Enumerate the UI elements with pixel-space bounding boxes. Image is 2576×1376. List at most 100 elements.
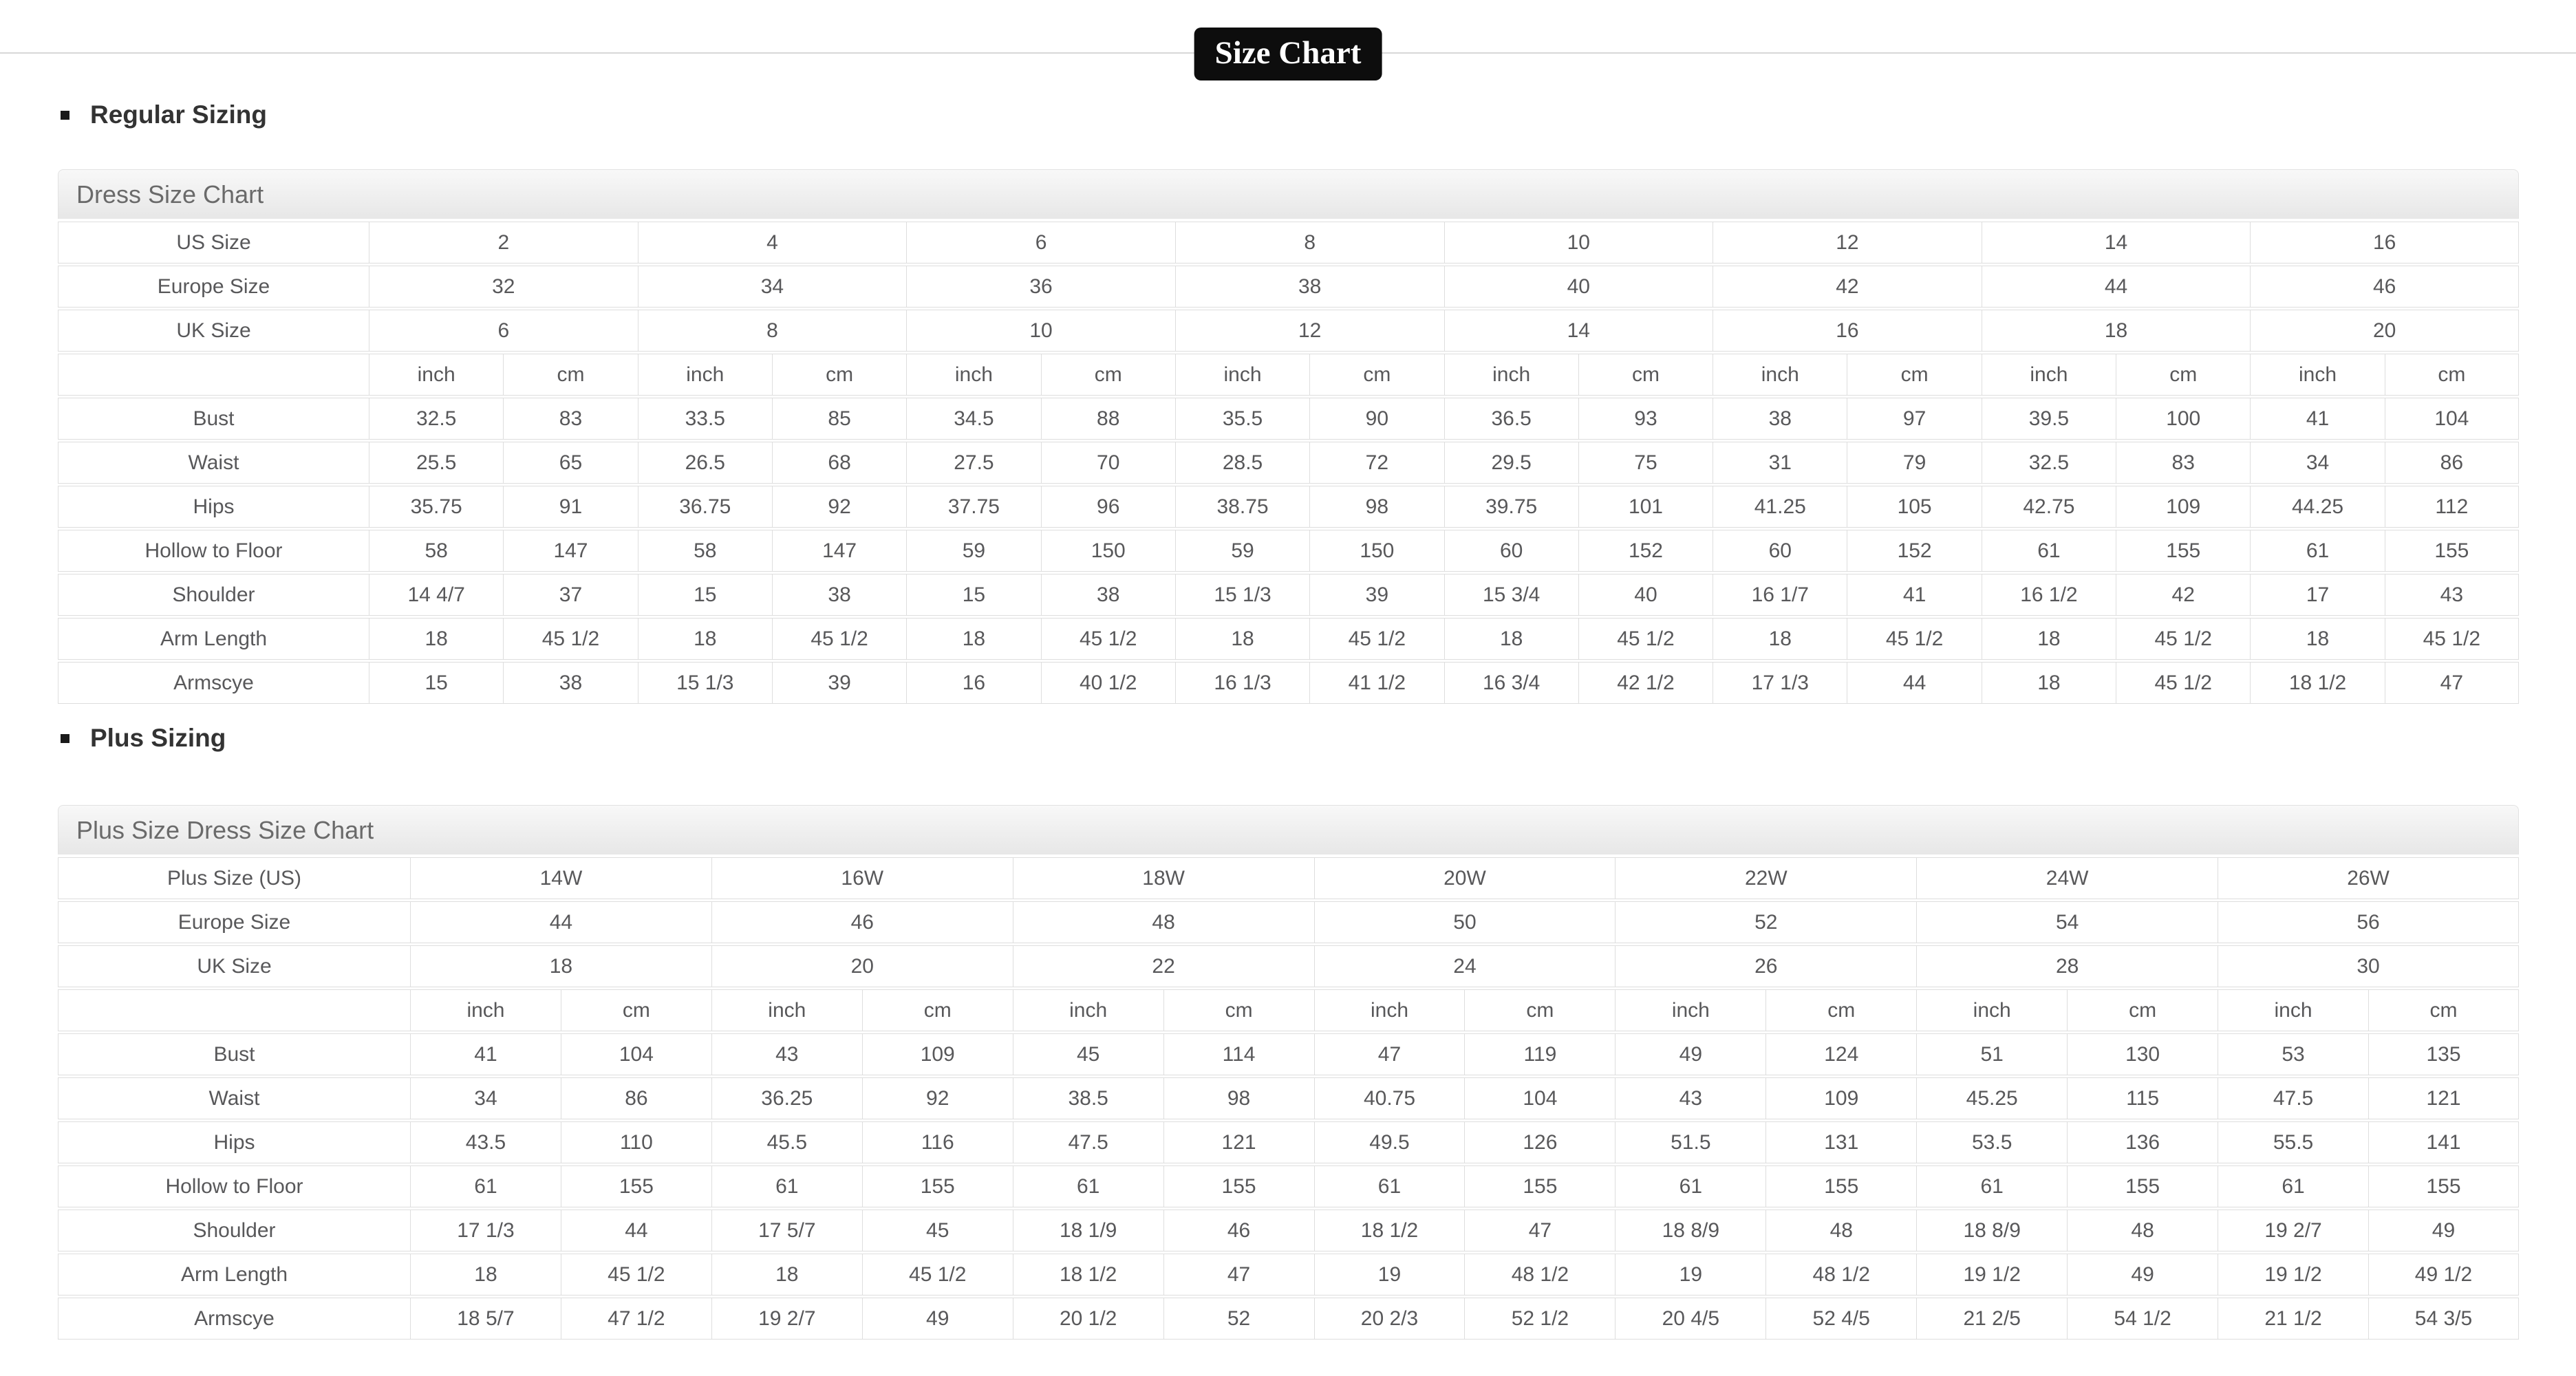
measure-cell: 52 (1163, 1298, 1314, 1340)
measure-cell: 20 4/5 (1615, 1298, 1766, 1340)
measure-cell: 18 1/2 (2250, 662, 2385, 704)
measure-cell: 38.5 (1012, 1077, 1163, 1119)
size-row: Europe Size 44 46 48 50 52 54 56 (58, 901, 2519, 943)
measure-cell: 47.5 (1012, 1121, 1163, 1163)
row-label: Bust (58, 1033, 410, 1075)
measure-cell: 19 1/2 (2218, 1254, 2368, 1296)
size-cell: 8 (1174, 222, 1444, 264)
row-label: Hollow to Floor (58, 530, 369, 572)
size-cell: 12 (1174, 310, 1444, 352)
measure-cell: 45.5 (711, 1121, 862, 1163)
measure-cell: 34 (2250, 442, 2385, 484)
measure-cell: 34.5 (906, 398, 1041, 440)
size-cell: 14 (1443, 310, 1713, 352)
measure-cell: 36.5 (1443, 398, 1578, 440)
measure-cell: 19 (1313, 1254, 1465, 1296)
measure-cell: 105 (1847, 486, 1982, 528)
size-cell: 14W (410, 857, 711, 899)
measure-cell: 15 (637, 574, 772, 616)
measure-cell: 20 2/3 (1313, 1298, 1465, 1340)
measure-cell: 38 (1713, 398, 1847, 440)
measure-cell: 135 (2368, 1033, 2519, 1075)
measure-cell: 34 (410, 1077, 561, 1119)
measure-cell: 15 3/4 (1443, 574, 1578, 616)
measure-cell: 155 (2384, 530, 2519, 572)
measure-cell: 35.75 (369, 486, 504, 528)
size-cell: 22 (1012, 945, 1314, 987)
measure-cell: 59 (1174, 530, 1310, 572)
measure-cell: 49 (1615, 1033, 1766, 1075)
measure-cell: 18 (369, 618, 504, 660)
unit-inch-label: inch (1313, 989, 1465, 1031)
size-cell: 34 (637, 266, 907, 308)
measure-cell: 97 (1847, 398, 1982, 440)
unit-inch-label: inch (1916, 989, 2068, 1031)
measure-cell: 18 (711, 1254, 862, 1296)
measure-cell: 15 1/3 (637, 662, 772, 704)
unit-cm-label: cm (2067, 989, 2218, 1031)
row-label: UK Size (58, 310, 369, 352)
measure-cell: 155 (1765, 1165, 1917, 1207)
measure-cell: 114 (1163, 1033, 1314, 1075)
measure-row: Armscye 18 5/7 47 1/2 19 2/7 49 20 1/2 52 20 2/… (58, 1298, 2519, 1340)
page-title-badge: Size Chart (1194, 28, 1382, 80)
measure-cell: 91 (503, 486, 638, 528)
unit-inch-label: inch (2218, 989, 2368, 1031)
size-cell: 50 (1313, 901, 1616, 943)
row-label: Hips (58, 486, 369, 528)
measure-cell: 25.5 (369, 442, 504, 484)
measure-cell: 48 1/2 (1464, 1254, 1616, 1296)
measure-row: Hips 43.5 110 45.5 116 47.5 121 49.5 126 51.5 131 5… (58, 1121, 2519, 1163)
measure-cell: 18 1/2 (1313, 1210, 1465, 1251)
measure-cell: 20 1/2 (1012, 1298, 1163, 1340)
measure-cell: 61 (1916, 1165, 2068, 1207)
measure-cell: 49 1/2 (2368, 1254, 2519, 1296)
row-label: UK Size (58, 945, 410, 987)
measure-cell: 53 (2218, 1033, 2368, 1075)
measure-cell: 109 (861, 1033, 1013, 1075)
measure-cell: 115 (2067, 1077, 2218, 1119)
size-cell: 44 (410, 901, 711, 943)
unit-cm-label: cm (1040, 354, 1175, 396)
size-cell: 14 (1981, 222, 2251, 264)
measure-cell: 54 3/5 (2368, 1298, 2519, 1340)
size-cell: 52 (1615, 901, 1917, 943)
measure-cell: 121 (2368, 1077, 2519, 1119)
unit-row: inch cm inch cm inch cm inch cm inch cm inch cm inch… (58, 354, 2519, 396)
unit-cm-label: cm (1309, 354, 1444, 396)
row-label: Armscye (58, 662, 369, 704)
size-cell: 44 (1981, 266, 2251, 308)
measure-cell: 18 (1981, 618, 2116, 660)
measure-cell: 18 (410, 1254, 561, 1296)
size-cell: 10 (906, 310, 1175, 352)
measure-cell: 41 (1847, 574, 1982, 616)
measure-cell: 45 1/2 (1847, 618, 1982, 660)
measure-cell: 61 (410, 1165, 561, 1207)
measure-cell: 38 (1040, 574, 1175, 616)
measure-cell: 44.25 (2250, 486, 2385, 528)
measure-cell: 16 1/2 (1981, 574, 2116, 616)
measure-cell: 21 2/5 (1916, 1298, 2068, 1340)
measure-cell: 37 (503, 574, 638, 616)
measure-cell: 18 8/9 (1615, 1210, 1766, 1251)
measure-cell: 47 (1464, 1210, 1616, 1251)
unit-inch-label: inch (1981, 354, 2116, 396)
measure-cell: 41 1/2 (1309, 662, 1444, 704)
measure-cell: 32.5 (1981, 442, 2116, 484)
measure-cell: 104 (2384, 398, 2519, 440)
unit-inch-label: inch (1443, 354, 1578, 396)
unit-inch-label: inch (2250, 354, 2385, 396)
measure-cell: 39.75 (1443, 486, 1578, 528)
measure-cell: 152 (1847, 530, 1982, 572)
size-cell: 26W (2218, 857, 2519, 899)
measure-row: Arm Length 18 45 1/2 18 45 1/2 18 1/2 47 19 48 1… (58, 1254, 2519, 1296)
measure-cell: 40 1/2 (1040, 662, 1175, 704)
size-cell: 36 (906, 266, 1175, 308)
measure-cell: 15 1/3 (1174, 574, 1310, 616)
measure-cell: 155 (2116, 530, 2251, 572)
measure-cell: 54 1/2 (2067, 1298, 2218, 1340)
row-label: Hollow to Floor (58, 1165, 410, 1207)
measure-cell: 104 (560, 1033, 711, 1075)
measure-cell: 26.5 (637, 442, 772, 484)
size-cell: 38 (1174, 266, 1444, 308)
